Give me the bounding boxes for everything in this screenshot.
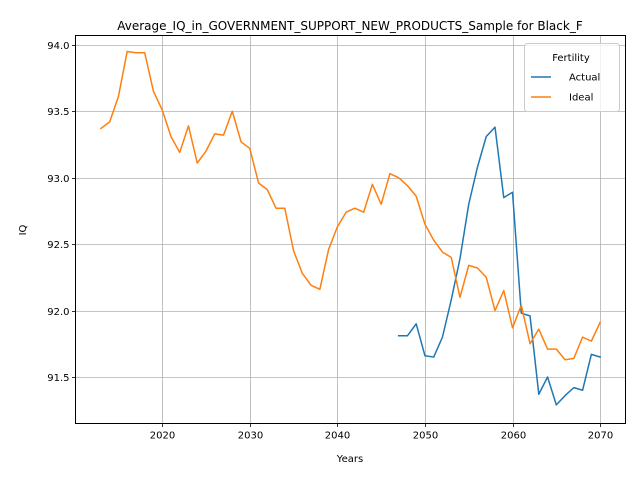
legend: Fertility Actual Ideal [524, 43, 620, 112]
x-tick-label: 2030 [238, 431, 263, 442]
y-tick-label: 93.5 [47, 107, 69, 118]
plot-frame [75, 35, 626, 424]
axis-ticks: 2020 2030 2040 2050 2060 2070 91.5 92.0 92.5 93.0… [47, 41, 613, 442]
series-lines [99, 50, 602, 406]
x-tick-label: 2020 [150, 431, 175, 442]
series-line-actual [397, 126, 602, 406]
x-tick-label: 2070 [588, 431, 613, 442]
x-tick-label: 2060 [501, 431, 526, 442]
y-axis-label: IQ [18, 224, 29, 235]
y-tick-label: 91.5 [47, 373, 69, 384]
chart-title: Average_IQ_in_GOVERNMENT_SUPPORT_NEW_PRO… [117, 19, 583, 33]
x-tick-label: 2050 [413, 431, 438, 442]
legend-label-ideal: Ideal [569, 93, 593, 104]
x-tick-label: 2040 [325, 431, 350, 442]
y-tick-label: 93.0 [47, 174, 69, 185]
legend-label-actual: Actual [569, 73, 600, 84]
series-line-ideal [99, 50, 602, 361]
x-axis-label: Years [336, 454, 363, 465]
y-tick-label: 92.5 [47, 240, 69, 251]
legend-items: Actual Ideal [531, 73, 600, 104]
y-tick-label: 92.0 [47, 307, 69, 318]
y-tick-label: 94.0 [47, 41, 69, 52]
legend-title: Fertility [552, 53, 590, 64]
legend-box [524, 43, 620, 112]
